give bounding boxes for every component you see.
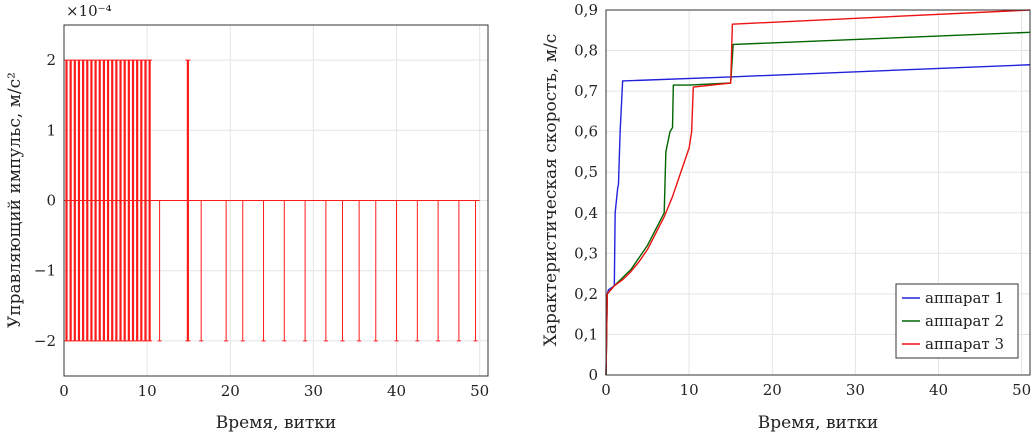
x-tick-label: 40: [387, 382, 406, 400]
tick-labels: 0 10 20 30 40 50 0,1 0,2 0,3 0,4 0,5 0,6 0,7 0,8 0,9 0: [574, 1, 1031, 399]
y-tick-label: 0,7: [574, 82, 598, 100]
plot-frame: [605, 9, 1031, 376]
x-tick-label: 30: [304, 382, 323, 400]
series-line-3: [605, 9, 1031, 376]
control-impulse-chart: 0 10 20 30 40 50 −2 −1 0 1 2 ×10⁻⁴ Время, витки Уп…: [5, 2, 489, 433]
y-tick-label: 0: [588, 366, 598, 384]
legend-label-2: аппарат 2: [925, 312, 1004, 330]
y-tick-label: 1: [46, 121, 56, 139]
y-tick-label: 0,1: [574, 325, 598, 343]
y-tick-label: 0,8: [574, 42, 598, 60]
x-tick-label: 10: [138, 382, 157, 400]
x-tick-label: 20: [221, 382, 240, 400]
plot-frame: [63, 24, 489, 377]
y-tick-label: −2: [34, 332, 56, 350]
x-tick-label: 50: [1012, 381, 1031, 399]
legend-label-3: аппарат 3: [925, 335, 1004, 353]
y-tick-label: 0,2: [574, 285, 598, 303]
characteristic-velocity-chart: 0 10 20 30 40 50 0,1 0,2 0,3 0,4 0,5 0,6 0,7 0,8 0,90 …: [541, 1, 1031, 433]
legend-label-1: аппарат 1: [925, 289, 1004, 307]
y-tick-label: 0: [46, 192, 56, 210]
series-line-1: [605, 64, 1031, 376]
y-tick-label: 0,4: [574, 204, 598, 222]
x-tick-label: 50: [470, 382, 489, 400]
x-tick-label: 20: [763, 381, 782, 399]
y-tick-label: −1: [34, 262, 56, 280]
y-tick-label: 0,5: [574, 163, 598, 181]
velocity-series: [605, 9, 1031, 376]
x-tick-label: 40: [929, 381, 948, 399]
y-axis-label: Характеристическая скорость, м/с: [541, 34, 561, 346]
y-axis-label: Управляющий импульс, м/с²: [5, 72, 25, 328]
x-tick-label: 0: [59, 382, 69, 400]
x-tick-label: 10: [680, 381, 699, 399]
y-tick-label: 0,3: [574, 244, 598, 262]
x-tick-label: 0: [601, 381, 611, 399]
x-axis-label: Время, витки: [216, 413, 336, 433]
y-tick-label: 0,6: [574, 123, 598, 141]
legend: аппарат 1 аппарат 2 аппарат 3: [895, 283, 1019, 359]
y-tick-label: 0,9: [574, 1, 598, 19]
y-tick-label: 2: [46, 51, 56, 69]
tick-labels: 0 10 20 30 40 50 −2 −1 0 1 2: [34, 51, 489, 400]
impulse-series: [63, 59, 480, 342]
y-multiplier-label: ×10⁻⁴: [66, 2, 112, 20]
x-tick-label: 30: [846, 381, 865, 399]
x-axis-label: Время, витки: [758, 413, 878, 433]
series-line-2: [605, 31, 1031, 376]
